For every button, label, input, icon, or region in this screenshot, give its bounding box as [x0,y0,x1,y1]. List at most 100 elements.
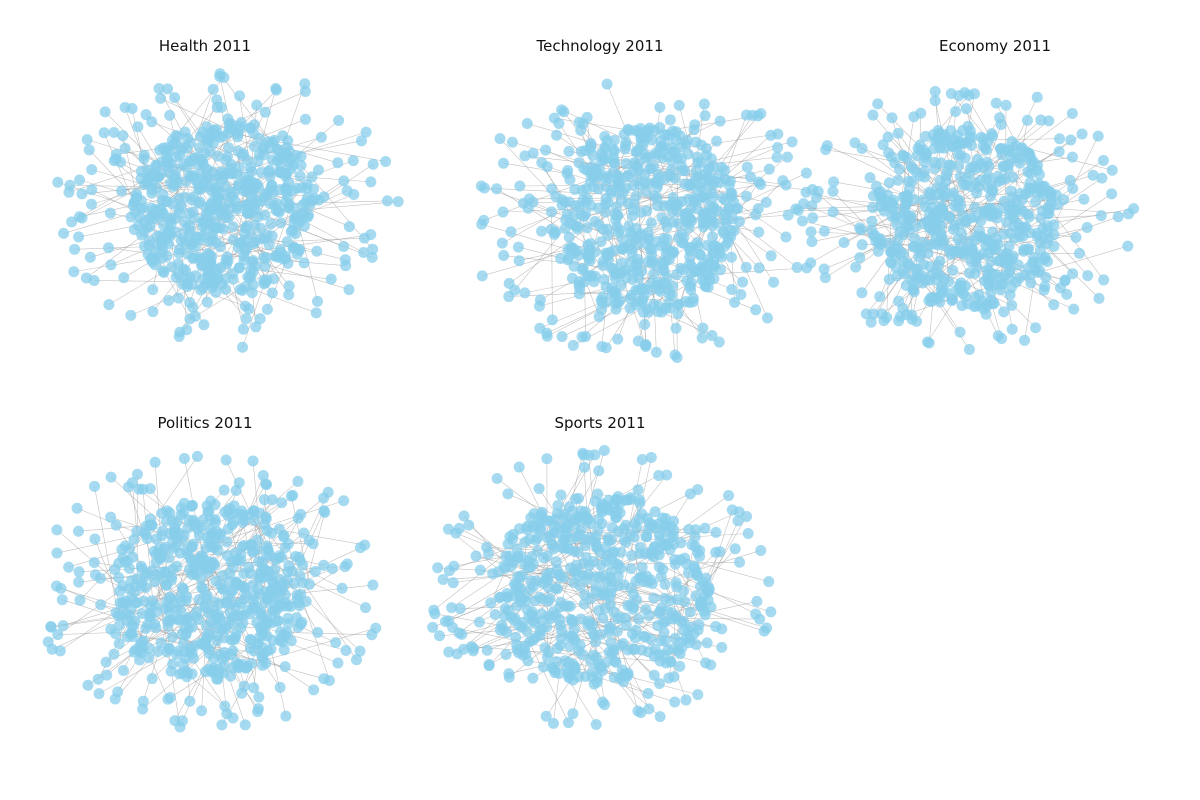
edge [287,632,372,636]
node [818,263,830,275]
node [367,158,379,170]
node [322,486,334,498]
node [247,455,259,467]
node [503,668,515,680]
node [546,206,558,218]
node [579,589,591,601]
node [577,649,589,661]
node [1039,281,1051,293]
node [225,648,237,660]
edge [133,540,183,653]
node [598,154,610,166]
node [144,600,156,612]
edge [100,604,170,622]
node [277,130,289,142]
node [505,226,517,238]
node [1067,268,1079,280]
node [142,619,154,631]
node [658,129,670,141]
node [155,637,167,649]
node [474,564,486,576]
node [633,157,645,169]
node [240,313,252,325]
node [750,209,762,221]
node [270,82,282,94]
node [231,201,243,213]
node [713,336,725,348]
node [72,525,84,537]
node [117,597,129,609]
node [1106,164,1118,176]
node [195,184,207,196]
node [679,552,691,564]
node [641,205,653,217]
node [176,628,188,640]
node [875,201,887,213]
node [639,319,651,331]
node [966,131,978,143]
node [696,332,708,344]
node [1031,230,1043,242]
node [127,551,139,563]
node [519,287,531,299]
node [973,289,985,301]
node [282,617,294,629]
node [220,597,232,609]
edge [291,496,310,585]
node [704,274,716,286]
node [126,103,138,115]
node [513,461,525,473]
node [643,516,655,528]
node [129,586,141,598]
node [129,206,141,218]
node [514,180,526,192]
node [687,296,699,308]
node [261,303,273,315]
node [458,510,470,522]
node [186,500,198,512]
node [248,119,260,131]
node [366,251,378,263]
node [117,580,129,592]
node [636,265,648,277]
node [498,250,510,262]
edge [481,223,569,250]
node [298,257,310,269]
node [906,309,918,321]
node [142,177,154,189]
node [315,131,327,143]
node [990,97,1002,109]
node [140,109,152,121]
node [255,166,267,178]
node [954,326,966,338]
node [119,540,131,552]
node [937,286,949,298]
node [234,237,246,249]
node [153,82,165,94]
node [615,257,627,269]
node [602,253,614,265]
node [163,643,175,655]
node [287,159,299,171]
node [603,646,615,658]
node [1081,221,1093,233]
node [1096,172,1108,184]
node [487,568,499,580]
node [725,231,737,243]
node [955,277,967,289]
node [883,177,895,189]
node [513,255,525,267]
node [298,527,310,539]
panel-title-technology: Technology 2011 [536,37,664,55]
node [685,267,697,279]
node [651,192,663,204]
node [451,648,463,660]
edge [1053,136,1099,225]
node [119,142,131,154]
node [923,222,935,234]
node [1026,257,1038,269]
node [1059,274,1071,286]
node [587,627,599,639]
node [243,303,255,315]
node [598,586,610,598]
